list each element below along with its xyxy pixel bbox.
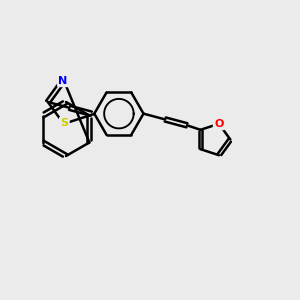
Text: O: O xyxy=(214,119,224,129)
Text: S: S xyxy=(60,118,68,128)
Text: N: N xyxy=(58,76,68,86)
